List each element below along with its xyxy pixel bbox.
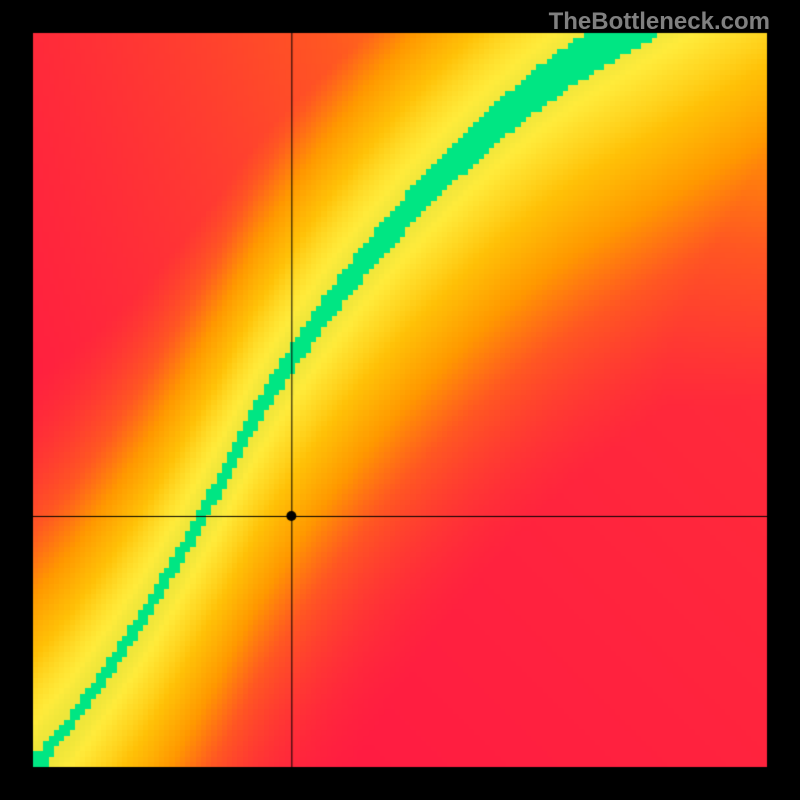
- watermark-text: TheBottleneck.com: [549, 8, 770, 36]
- bottleneck-heatmap: [0, 0, 800, 800]
